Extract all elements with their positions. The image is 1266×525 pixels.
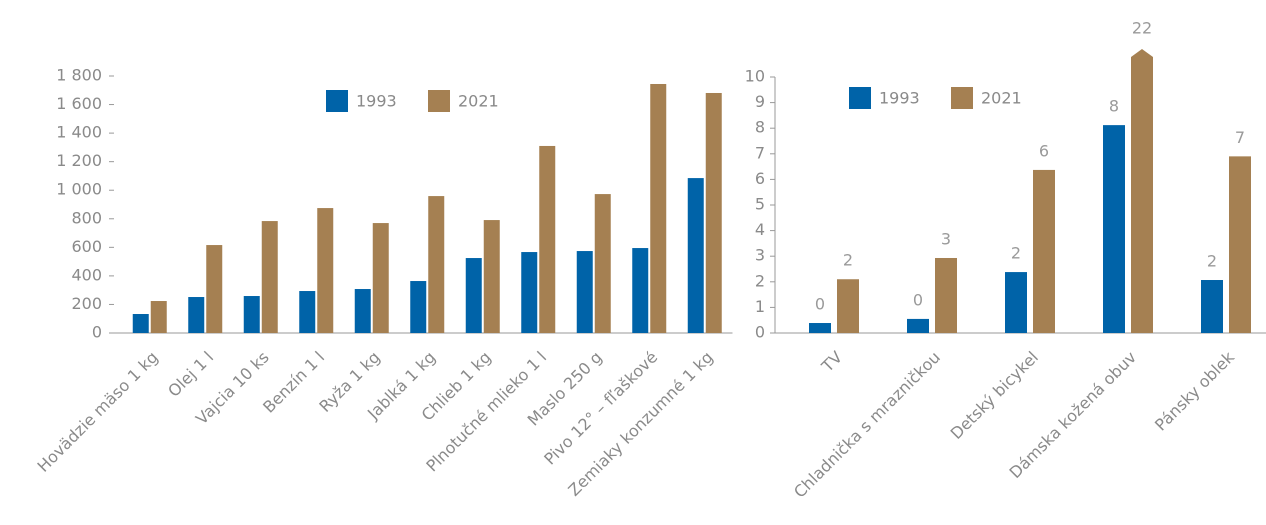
x-tick-label: Detský bicykel bbox=[947, 348, 1042, 443]
bar bbox=[261, 221, 278, 333]
bar bbox=[299, 291, 316, 333]
bar bbox=[539, 145, 556, 333]
legend-swatch bbox=[326, 90, 348, 112]
y-tick-label: 1 000 bbox=[56, 180, 102, 199]
bar bbox=[354, 289, 371, 333]
bar bbox=[650, 83, 667, 334]
y-tick-label: 8 bbox=[755, 118, 765, 137]
data-label: 8 bbox=[1109, 97, 1119, 116]
bar bbox=[907, 318, 929, 333]
y-tick-label: 5 bbox=[755, 195, 765, 214]
y-tick-label: 9 bbox=[755, 92, 765, 111]
legend-label: 2021 bbox=[981, 89, 1022, 108]
legend-swatch bbox=[849, 87, 871, 109]
y-tick-label: 600 bbox=[71, 237, 102, 256]
y-tick-label: 200 bbox=[71, 294, 102, 313]
y-tick-label: 1 800 bbox=[56, 66, 102, 85]
data-label: 0 bbox=[913, 290, 923, 309]
y-tick-label: 800 bbox=[71, 208, 102, 227]
bar bbox=[576, 251, 593, 333]
y-tick-label: 1 400 bbox=[56, 123, 102, 142]
bar bbox=[1131, 49, 1153, 333]
y-tick-label: 6 bbox=[755, 169, 765, 188]
legend-swatch bbox=[428, 90, 450, 112]
bar bbox=[521, 252, 538, 333]
y-tick-label: 1 600 bbox=[56, 94, 102, 113]
bar bbox=[1103, 125, 1125, 334]
bar bbox=[1005, 272, 1027, 333]
bar bbox=[428, 196, 445, 333]
x-tick-label: Hovädzie mäso 1 kg bbox=[34, 348, 162, 476]
data-label: 2 bbox=[843, 251, 853, 270]
y-tick-label: 10 bbox=[745, 67, 765, 86]
bar bbox=[705, 92, 722, 333]
y-tick-label: 0 bbox=[755, 323, 765, 342]
x-tick-label: Chladnička s mrazničkou bbox=[790, 348, 944, 502]
data-label: 2 bbox=[1011, 244, 1021, 263]
bar bbox=[935, 257, 957, 333]
data-label: 2 bbox=[1207, 252, 1217, 271]
x-tick-label: Olej 1 l bbox=[164, 348, 217, 401]
y-tick-label: 2 bbox=[755, 271, 765, 290]
bar bbox=[1033, 169, 1055, 333]
y-tick-label: 4 bbox=[755, 220, 765, 239]
y-tick-label: 0 bbox=[92, 323, 102, 342]
legend-label: 2021 bbox=[458, 92, 499, 111]
x-tick-label: TV bbox=[817, 348, 846, 377]
y-tick-label: 3 bbox=[755, 246, 765, 265]
bar bbox=[410, 281, 427, 333]
data-label: 3 bbox=[941, 229, 951, 248]
bar bbox=[243, 296, 260, 333]
legend-label: 1993 bbox=[356, 92, 397, 111]
y-tick-label: 1 bbox=[755, 297, 765, 316]
bar bbox=[1201, 280, 1223, 333]
bar bbox=[465, 258, 482, 333]
data-label: 22 bbox=[1132, 19, 1152, 38]
y-tick-label: 7 bbox=[755, 143, 765, 162]
bar bbox=[809, 323, 831, 333]
bar bbox=[837, 279, 859, 333]
bar bbox=[632, 248, 649, 333]
bar bbox=[372, 223, 389, 333]
bar bbox=[317, 208, 334, 333]
data-label: 7 bbox=[1235, 128, 1245, 147]
bar bbox=[206, 245, 223, 333]
bar bbox=[150, 301, 167, 333]
legend-label: 1993 bbox=[879, 89, 920, 108]
y-tick-label: 1 200 bbox=[56, 151, 102, 170]
bar bbox=[594, 194, 611, 333]
legend-swatch bbox=[951, 87, 973, 109]
x-tick-label: Pánsky oblek bbox=[1151, 347, 1238, 434]
data-label: 0 bbox=[815, 295, 825, 314]
data-label: 6 bbox=[1039, 141, 1049, 160]
bar bbox=[132, 314, 149, 333]
bar bbox=[687, 178, 704, 333]
y-tick-label: 400 bbox=[71, 265, 102, 284]
bar bbox=[1229, 156, 1251, 333]
bar bbox=[483, 220, 500, 333]
bar bbox=[188, 297, 205, 333]
